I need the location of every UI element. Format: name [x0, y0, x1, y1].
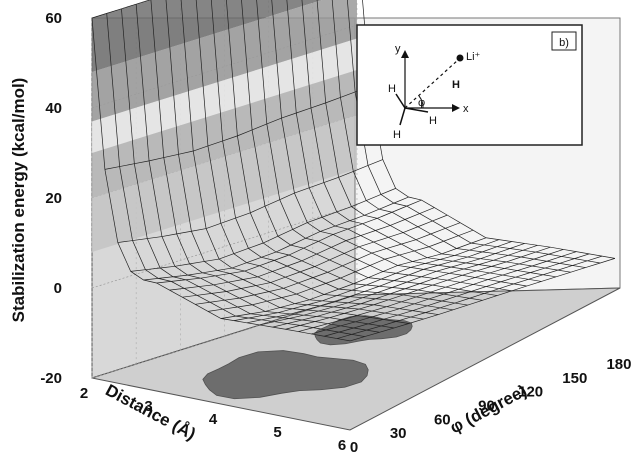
z-axis-ticks: 60 40 20 0 -20 — [40, 10, 62, 387]
inset-diagram: b) y x Li⁺ H φ H H H — [357, 25, 582, 145]
y-tick-label: 150 — [562, 370, 587, 387]
z-tick-label: -20 — [40, 370, 62, 387]
z-tick-label: 40 — [45, 100, 62, 117]
y-tick-label: 180 — [606, 356, 631, 373]
z-tick-label: 60 — [45, 10, 62, 27]
y-tick-label: 0 — [350, 439, 358, 456]
inset-ion-marker — [457, 55, 464, 62]
x-tick-label: 2 — [80, 385, 88, 402]
inset-ion-label: Li⁺ — [466, 51, 481, 63]
inset-h-label-3: H — [429, 115, 437, 127]
z-axis-title: Stabilization energy (kcal/mol) — [9, 78, 28, 323]
x-tick-label: 5 — [273, 424, 281, 441]
panel-label: b) — [559, 37, 569, 49]
y-tick-label: 30 — [390, 425, 407, 442]
x-tick-label: 4 — [209, 411, 218, 428]
inset-y-label: y — [395, 43, 401, 55]
inset-angle-label: φ — [418, 97, 425, 109]
inset-atom-label: H — [452, 79, 460, 91]
inset-h-label-1: H — [388, 83, 396, 95]
inset-h-label-2: H — [393, 129, 401, 141]
y-axis-title: φ (degree) — [447, 381, 530, 437]
inset-x-label: x — [463, 103, 469, 115]
z-tick-label: 0 — [54, 280, 62, 297]
z-tick-label: 20 — [45, 190, 62, 207]
x-tick-label: 6 — [338, 437, 346, 454]
